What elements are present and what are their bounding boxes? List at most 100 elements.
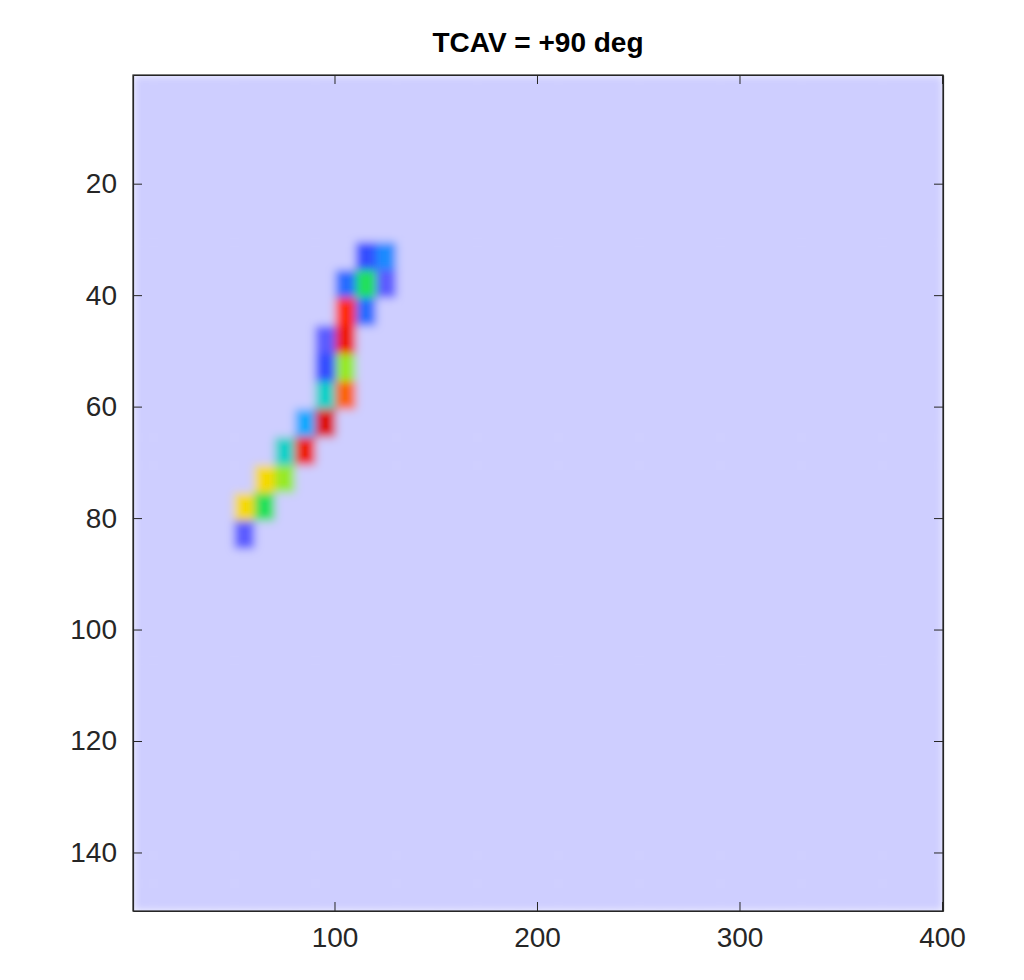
heat-cell bbox=[882, 744, 903, 772]
heat-cell bbox=[781, 409, 802, 437]
heat-cell bbox=[315, 465, 336, 493]
heat-cell bbox=[761, 660, 782, 688]
heat-cell bbox=[599, 660, 620, 688]
heat-cell bbox=[801, 186, 822, 214]
heat-cell bbox=[356, 242, 377, 270]
heat-cell bbox=[801, 827, 822, 855]
heat-cell bbox=[700, 688, 721, 716]
heat-cell bbox=[437, 577, 458, 605]
heat-cell bbox=[862, 800, 883, 828]
heat-cell bbox=[538, 382, 559, 410]
heat-cell bbox=[153, 326, 174, 354]
heat-cell bbox=[153, 186, 174, 214]
tick: 100 bbox=[312, 902, 359, 953]
tick: 40 bbox=[86, 280, 142, 311]
heat-cell bbox=[903, 493, 924, 521]
heat-cell bbox=[477, 493, 498, 521]
heat-cell bbox=[801, 772, 822, 800]
heat-cell bbox=[903, 298, 924, 326]
heat-cell bbox=[822, 298, 843, 326]
heat-cell bbox=[680, 772, 701, 800]
heat-cell bbox=[396, 103, 417, 131]
cells bbox=[133, 75, 943, 911]
heat-cell bbox=[903, 242, 924, 270]
heat-cell bbox=[680, 465, 701, 493]
heat-cell bbox=[822, 159, 843, 187]
heat-cell bbox=[194, 521, 215, 549]
heat-cell bbox=[923, 354, 943, 382]
heat-cell bbox=[700, 131, 721, 159]
heat-cell bbox=[761, 549, 782, 577]
heat-cell bbox=[477, 716, 498, 744]
heat-cell bbox=[336, 437, 357, 465]
heat-cell bbox=[761, 577, 782, 605]
heat-cell bbox=[923, 409, 943, 437]
heat-cell bbox=[639, 800, 660, 828]
heat-cell bbox=[255, 298, 276, 326]
heat-cell bbox=[174, 827, 195, 855]
heat-cell bbox=[315, 772, 336, 800]
heat-cell bbox=[336, 660, 357, 688]
heat-cell bbox=[842, 772, 863, 800]
heat-cell bbox=[882, 465, 903, 493]
heat-cell bbox=[255, 75, 276, 103]
heat-cell bbox=[781, 772, 802, 800]
heat-cell bbox=[903, 577, 924, 605]
heat-cell bbox=[903, 354, 924, 382]
heat-cell bbox=[720, 800, 741, 828]
heat-cell bbox=[457, 75, 478, 103]
heat-cell bbox=[457, 437, 478, 465]
heat-cell bbox=[457, 521, 478, 549]
axis-line bbox=[943, 76, 944, 912]
heat-cell bbox=[599, 214, 620, 242]
heat-cell bbox=[741, 800, 762, 828]
heat-cell bbox=[538, 688, 559, 716]
heat-cell bbox=[903, 159, 924, 187]
heat-cell bbox=[862, 493, 883, 521]
heat-cell bbox=[437, 409, 458, 437]
heat-cell bbox=[174, 577, 195, 605]
axis-line bbox=[134, 911, 944, 912]
heat-cell bbox=[396, 131, 417, 159]
heat-cell bbox=[801, 744, 822, 772]
heat-cell bbox=[315, 298, 336, 326]
heat-cell bbox=[437, 465, 458, 493]
heat-cell bbox=[579, 159, 600, 187]
tick bbox=[934, 407, 943, 408]
heat-cell bbox=[822, 354, 843, 382]
heat-cell bbox=[923, 270, 943, 298]
heat-cell bbox=[275, 159, 296, 187]
heat-cell bbox=[842, 75, 863, 103]
heat-cell bbox=[700, 800, 721, 828]
heat-cell bbox=[619, 660, 640, 688]
heat-cell bbox=[599, 186, 620, 214]
heat-cell bbox=[518, 549, 539, 577]
heat-cell bbox=[558, 159, 579, 187]
heat-cell bbox=[882, 159, 903, 187]
heat-cell bbox=[660, 632, 681, 660]
heat-cell bbox=[275, 660, 296, 688]
heat-cell bbox=[477, 883, 498, 911]
heat-cell bbox=[477, 214, 498, 242]
heat-cell bbox=[255, 186, 276, 214]
heat-cell bbox=[498, 103, 519, 131]
heat-cell bbox=[275, 437, 296, 465]
tick: 80 bbox=[86, 503, 142, 534]
heat-cell bbox=[194, 75, 215, 103]
heat-cell bbox=[599, 521, 620, 549]
heat-cell bbox=[822, 577, 843, 605]
heat-cell bbox=[255, 660, 276, 688]
heat-cell bbox=[619, 604, 640, 632]
heat-cell bbox=[315, 800, 336, 828]
heat-cell bbox=[295, 186, 316, 214]
heat-cell bbox=[599, 744, 620, 772]
heat-cell bbox=[680, 827, 701, 855]
heat-cell bbox=[781, 660, 802, 688]
heat-cell bbox=[781, 744, 802, 772]
heat-cell bbox=[862, 632, 883, 660]
heat-cell bbox=[255, 549, 276, 577]
tick-mark bbox=[942, 902, 943, 911]
heat-cell bbox=[457, 354, 478, 382]
heat-cell bbox=[457, 632, 478, 660]
heat-cell bbox=[538, 660, 559, 688]
